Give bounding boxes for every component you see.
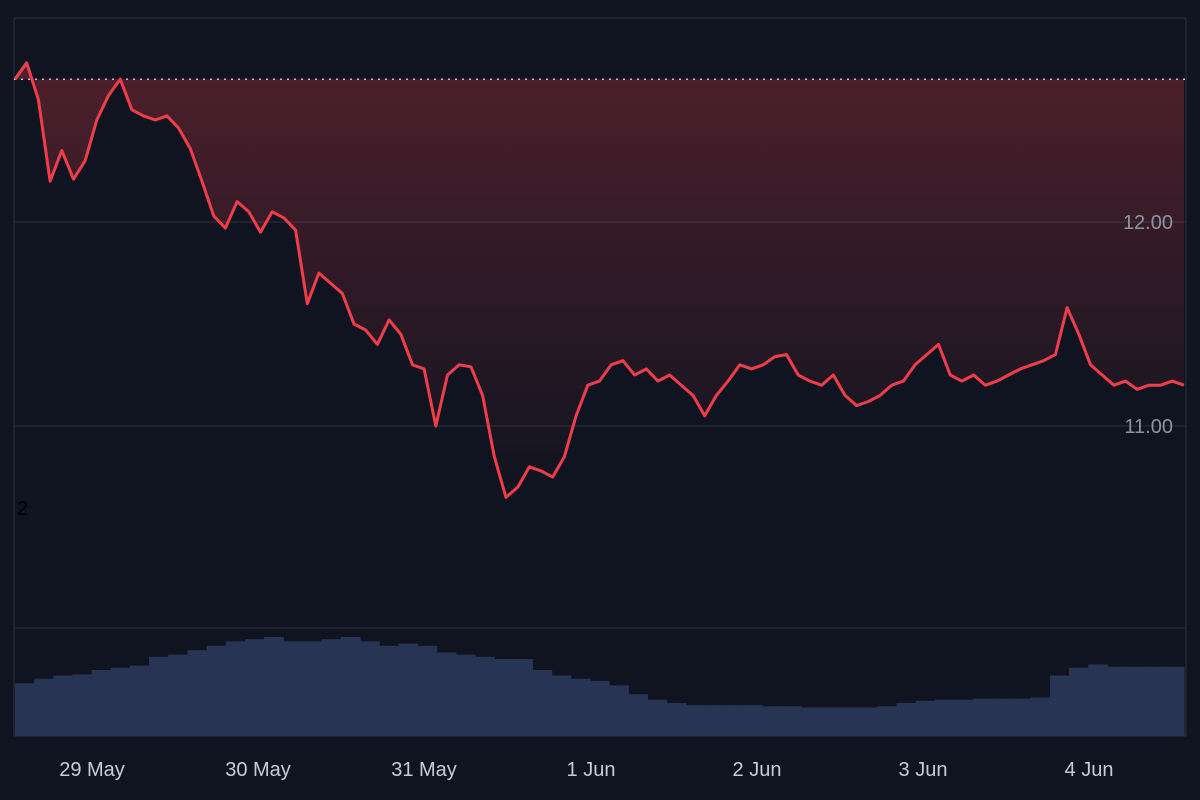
volume-bars [15,637,1185,736]
volume-bar [110,667,131,736]
x-tick-label: 1 Jun [567,759,616,781]
volume-bar [91,670,112,736]
volume-bar [1164,666,1185,736]
volume-bar [954,699,974,736]
volume-bar [551,675,572,736]
x-tick-label: 30 May [225,759,291,781]
volume-bar [302,641,323,736]
volume-bar [1030,697,1051,736]
side-label: 2 [17,498,28,520]
volume-bar [934,699,955,736]
volume-bar [666,703,687,736]
volume-bar [15,683,35,736]
volume-bar [283,641,304,736]
volume-bar [628,694,648,736]
volume-bar [915,700,936,736]
volume-bar [685,705,706,736]
volume-bar [455,654,476,736]
y-tick-label: 12.00 [1123,212,1173,234]
volume-bar [130,665,150,736]
volume-bar [647,699,668,736]
volume-bar [340,637,361,736]
x-tick-label: 2 Jun [733,759,782,781]
volume-bar [149,656,169,736]
volume-bar [800,707,821,736]
y-tick-label: 11.00 [1124,416,1173,438]
volume-bar [206,645,227,736]
volume-bar [417,645,438,736]
volume-bar [743,705,763,736]
volume-bar [1011,698,1032,736]
x-axis-labels: 29 May 30 May 31 May 1 Jun 2 Jun 3 Jun 4 Jun [59,759,1113,781]
volume-bar [168,654,189,736]
volume-bar [321,639,342,736]
volume-bar [225,641,246,736]
volume-bar [858,707,878,736]
volume-bar [72,674,93,736]
volume-bar [245,639,265,736]
volume-bar [474,656,495,736]
price-line [13,61,1185,499]
volume-bar [1088,664,1108,736]
x-tick-label: 29 May [59,759,125,781]
volume-bar [877,706,898,736]
volume-bar [896,703,917,736]
volume-bar [494,659,514,736]
x-tick-label: 3 Jun [899,759,948,781]
x-tick-label: 31 May [391,759,457,781]
volume-bar [570,678,591,736]
volume-bar [1126,666,1147,736]
volume-bar [436,652,457,736]
y-axis-labels: 12.00 11.00 [1123,212,1173,438]
x-tick-label: 4 Jun [1065,759,1114,781]
volume-bar [360,641,380,736]
volume-bar [53,675,74,736]
volume-bar [264,637,284,736]
volume-bar [1069,667,1089,736]
volume-bar [724,705,744,736]
volume-bar [839,707,859,736]
volume-bar [819,707,840,736]
volume-bar [34,678,54,736]
volume-bar [1107,666,1128,736]
volume-bar [532,670,553,736]
volume-bar [992,698,1013,736]
volume-bar [704,705,725,736]
volume-bar [589,681,610,736]
volume-bar [379,645,399,736]
price-area-fill [15,62,1184,498]
volume-bar [1049,675,1070,736]
volume-bar [609,685,629,736]
volume-bar [762,706,783,736]
volume-bar [973,698,993,736]
volume-bar [398,643,419,736]
volume-bar [1145,666,1166,736]
volume-bar [513,659,534,736]
volume-bar [781,706,802,736]
volume-bar [187,650,208,736]
